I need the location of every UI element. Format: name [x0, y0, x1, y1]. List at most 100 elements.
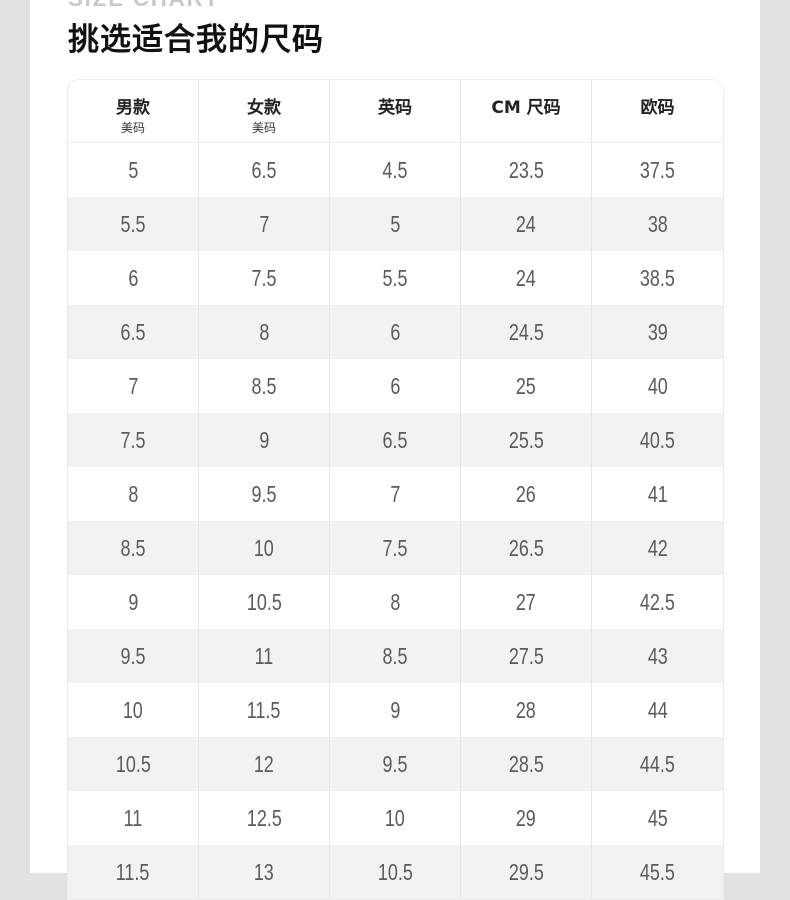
cell-value: 10.5	[246, 588, 282, 615]
cell-value: 44	[647, 696, 668, 723]
table-cell: 5.5	[330, 251, 461, 305]
column-label: 英码	[378, 98, 412, 118]
cell-value: 5	[390, 210, 400, 237]
cell-value: 24	[516, 210, 536, 237]
column-sublabel: 美码	[120, 121, 145, 135]
table-cell: 37.5	[592, 143, 723, 197]
cell-value: 9.5	[382, 750, 408, 777]
table-cell: 44.5	[592, 737, 723, 791]
table-cell: 26	[461, 467, 592, 521]
cell-value: 42	[647, 534, 668, 561]
table-cell: 7.5	[330, 521, 461, 575]
column-label: 女款	[247, 98, 281, 118]
cell-value: 23.5	[508, 156, 544, 183]
cell-value: 9.5	[120, 642, 146, 669]
table-cell: 6	[68, 251, 199, 305]
table-cell: 5	[68, 143, 199, 197]
table-cell: 7	[199, 197, 330, 251]
table-row: 6 7.5 5.5 24 38.5	[68, 251, 723, 305]
cell-value: 26	[516, 480, 536, 507]
table-cell: 8	[330, 575, 461, 629]
table-cell: 11	[199, 629, 330, 683]
table-cell: 6.5	[330, 413, 461, 467]
table-cell: 42.5	[592, 575, 723, 629]
cell-value: 7.5	[120, 426, 146, 453]
cell-value: 11.5	[247, 696, 281, 723]
cell-value: 45.5	[640, 858, 675, 885]
table-row: 10 11.5 9 28 44	[68, 683, 723, 737]
table-row: 8 9.5 7 26 41	[68, 467, 723, 521]
table-cell: 38.5	[592, 251, 723, 305]
cell-value: 5.5	[382, 264, 408, 291]
column-header: 男款 美码	[68, 80, 199, 143]
table-row: 10.5 12 9.5 28.5 44.5	[68, 737, 723, 791]
cell-value: 6	[128, 264, 138, 291]
cell-value: 10.5	[377, 858, 413, 885]
table-cell: 11.5	[68, 845, 199, 899]
table-cell: 12	[199, 737, 330, 791]
table-row: 6.5 8 6 24.5 39	[68, 305, 723, 359]
table-cell: 25.5	[461, 413, 592, 467]
cell-value: 24	[516, 264, 536, 291]
table-cell: 8	[199, 305, 330, 359]
table-row: 7.5 9 6.5 25.5 40.5	[68, 413, 723, 467]
cell-value: 8.5	[382, 642, 408, 669]
cell-value: 28	[516, 696, 536, 723]
cell-value: 6	[390, 372, 400, 399]
cell-value: 7	[259, 210, 269, 237]
table-cell: 27	[461, 575, 592, 629]
table-cell: 6.5	[68, 305, 199, 359]
cell-value: 6.5	[382, 426, 408, 453]
table-cell: 7	[330, 467, 461, 521]
table-cell: 42	[592, 521, 723, 575]
cell-value: 7.5	[382, 534, 408, 561]
table-cell: 10	[199, 521, 330, 575]
cell-value: 25.5	[508, 426, 544, 453]
table-cell: 8.5	[68, 521, 199, 575]
cell-value: 24.5	[508, 318, 544, 345]
table-row: 9 10.5 8 27 42.5	[68, 575, 723, 629]
table-cell: 10.5	[68, 737, 199, 791]
cell-value: 41	[647, 480, 668, 507]
table-cell: 29	[461, 791, 592, 845]
cell-value: 38.5	[640, 264, 675, 291]
cell-value: 9	[259, 426, 269, 453]
cell-value: 25	[516, 372, 536, 399]
table-cell: 26.5	[461, 521, 592, 575]
cell-value: 11	[123, 804, 143, 831]
cell-value: 29.5	[508, 858, 544, 885]
table-cell: 24.5	[461, 305, 592, 359]
table-cell: 40	[592, 359, 723, 413]
cell-value: 45	[647, 804, 668, 831]
table-row: 8.5 10 7.5 26.5 42	[68, 521, 723, 575]
table-row: 7 8.5 6 25 40	[68, 359, 723, 413]
table-cell: 9.5	[330, 737, 461, 791]
table-cell: 7.5	[68, 413, 199, 467]
cell-value: 8	[390, 588, 400, 615]
cell-value: 10	[385, 804, 405, 831]
table-cell: 24	[461, 197, 592, 251]
table-cell: 9	[330, 683, 461, 737]
cell-value: 43	[647, 642, 668, 669]
column-header: 英码	[330, 80, 461, 143]
column-sublabel: 美码	[251, 121, 276, 135]
table-cell: 23.5	[461, 143, 592, 197]
table-cell: 27.5	[461, 629, 592, 683]
cell-value: 28.5	[508, 750, 544, 777]
cell-value: 11.5	[116, 858, 150, 885]
cell-value: 29	[516, 804, 536, 831]
cell-value: 7.5	[251, 264, 277, 291]
column-header: 欧码	[592, 80, 723, 143]
cell-value: 8.5	[251, 372, 277, 399]
cell-value: 9.5	[251, 480, 277, 507]
page-title: 挑选适合我的尺码	[68, 22, 324, 58]
table-cell: 10.5	[330, 845, 461, 899]
table-cell: 43	[592, 629, 723, 683]
table-cell: 6	[330, 359, 461, 413]
table-cell: 10	[68, 683, 199, 737]
cell-value: 11	[254, 642, 274, 669]
table-cell: 8	[68, 467, 199, 521]
cell-value: 38	[647, 210, 668, 237]
column-label: 男款	[116, 98, 150, 118]
